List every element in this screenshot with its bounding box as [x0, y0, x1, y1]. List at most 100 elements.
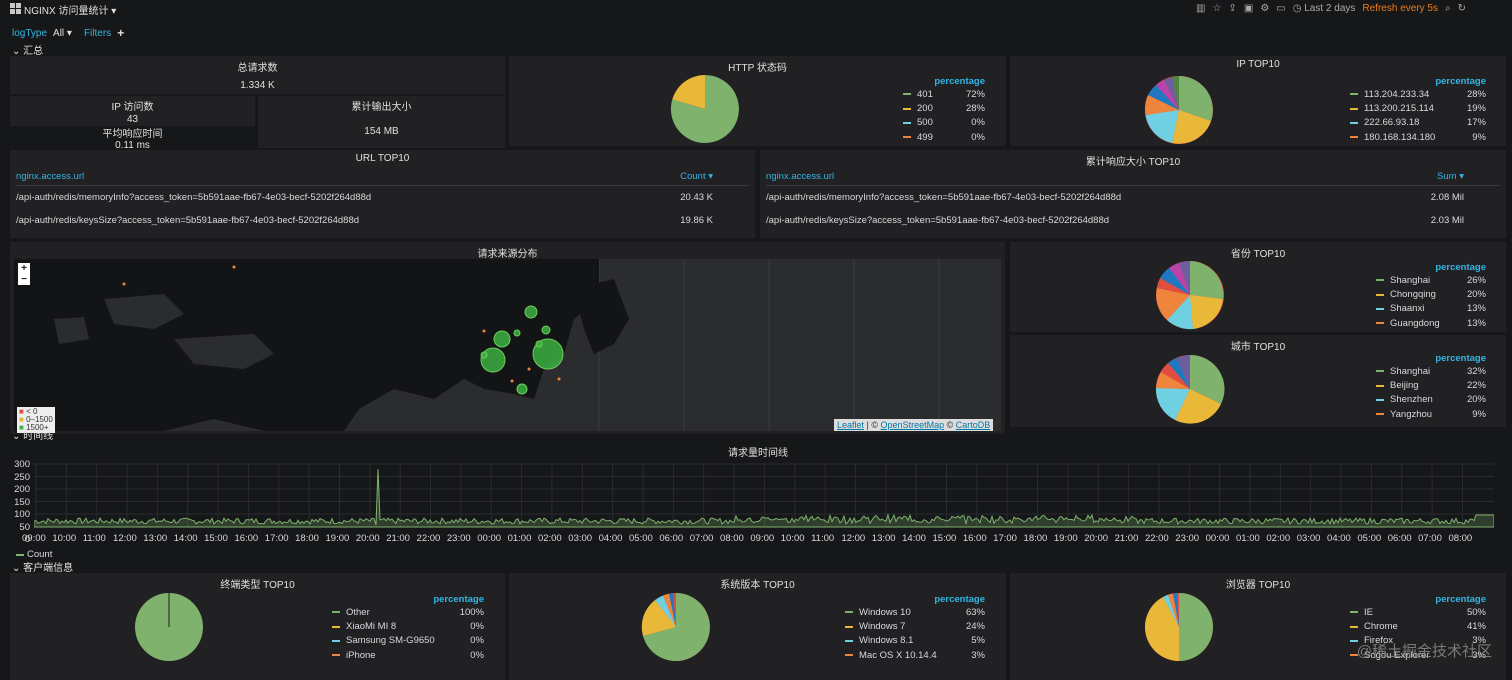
timeline-chart[interactable] [34, 463, 1494, 529]
legend-item[interactable]: Shaanxi 13% [1376, 302, 1486, 316]
x-tick: 12:00 [841, 533, 866, 544]
time-picker[interactable]: ◷ Last 2 days [1293, 3, 1356, 14]
zoom-out-button[interactable]: − [21, 274, 27, 285]
y-tick: 0 [24, 534, 30, 545]
panel-title: 累计输出大小 [351, 102, 412, 113]
legend-value: 28% [965, 103, 985, 115]
filters-label[interactable]: Filters [83, 27, 112, 39]
logtype-dropdown[interactable]: All ▾ [53, 27, 72, 39]
map-marker[interactable] [524, 305, 538, 319]
map-marker[interactable] [480, 351, 488, 359]
map-marker[interactable] [513, 329, 521, 337]
table-row[interactable]: /api-auth/redis/memoryInfo?access_token=… [16, 187, 749, 209]
legend-item[interactable]: 180.168.134.180 9% [1350, 130, 1486, 144]
cartodb-link[interactable]: CartoDB [955, 420, 991, 430]
legend-item[interactable]: Windows 7 24% [845, 619, 985, 633]
legend-label: Beijing [1390, 380, 1419, 392]
legend-item[interactable]: Samsung SM-G9650 0% [332, 634, 484, 648]
legend-value: 0% [470, 635, 484, 647]
refresh-interval[interactable]: Refresh every 5s [1362, 3, 1438, 14]
legend-item[interactable]: Shanghai 26% [1376, 273, 1486, 287]
refresh-icon[interactable]: ↻ [1457, 3, 1466, 14]
timeline-legend[interactable]: Count [16, 549, 52, 560]
legend-item[interactable]: Guangdong 13% [1376, 316, 1486, 330]
osm-link[interactable]: OpenStreetMap [880, 420, 945, 430]
legend-item[interactable]: IE 50% [1350, 605, 1486, 619]
x-tick: 09:00 [22, 533, 46, 544]
legend-swatch [845, 611, 853, 614]
column-url[interactable]: nginx.access.url [766, 171, 835, 182]
legend-label: 1500+ [26, 423, 49, 432]
legend-item[interactable]: 222.66.93.18 17% [1350, 116, 1486, 130]
legend-item[interactable]: 113.204.233.34 28% [1350, 87, 1486, 101]
column-sum[interactable]: Sum ▾ [1437, 171, 1464, 182]
row-timeline[interactable]: ⌄ 时间线 [12, 427, 53, 442]
cell-url: /api-auth/redis/keysSize?access_token=5b… [16, 215, 360, 226]
map-marker[interactable] [535, 340, 543, 348]
legend-swatch [1350, 639, 1358, 642]
cell-sum: 2.08 Mil [1430, 192, 1464, 203]
column-count[interactable]: Count ▾ [680, 171, 713, 182]
legend-item[interactable]: Other 100% [332, 605, 484, 619]
map-marker[interactable] [516, 383, 528, 395]
legend-swatch [332, 654, 340, 657]
legend-item[interactable]: Chongqing 20% [1376, 287, 1486, 301]
legend-swatch [903, 136, 911, 139]
zoom-out-icon[interactable]: ⌕ [1445, 3, 1451, 14]
panel-title: 请求来源分布 [477, 249, 538, 260]
legend-value: 13% [1466, 317, 1486, 329]
legend-item[interactable]: Firefox 3% [1350, 634, 1486, 648]
legend-item[interactable]: Windows 10 63% [845, 605, 985, 619]
legend-item[interactable]: 401 72% [903, 87, 985, 101]
x-tick: 17:00 [993, 533, 1017, 544]
map-zoom-control: + − [18, 263, 30, 285]
star-icon[interactable]: ☆ [1212, 3, 1222, 14]
table-row[interactable]: /api-auth/redis/memoryInfo?access_token=… [766, 187, 1500, 209]
dashboard-title[interactable]: NGINX 访问量统计 ▾ [24, 6, 117, 17]
column-url[interactable]: nginx.access.url [16, 171, 85, 182]
panel-title: 省份 TOP10 [1230, 249, 1286, 260]
gear-icon[interactable]: ⚙ [1260, 3, 1270, 14]
legend-item[interactable]: Shenzhen 20% [1376, 393, 1486, 407]
legend-label: Count [27, 549, 53, 560]
dashboard-grid-icon[interactable] [10, 3, 21, 14]
x-tick: 07:00 [689, 533, 714, 544]
legend-item[interactable]: Mac OS X 10.14.4 3% [845, 648, 985, 662]
x-tick: 06:00 [659, 533, 684, 544]
world-map[interactable] [14, 259, 1001, 431]
x-tick: 10:00 [780, 533, 805, 544]
row-summary[interactable]: ⌄ 汇总 [12, 42, 43, 57]
tv-mode-icon[interactable]: ▭ [1276, 3, 1286, 14]
y-tick: 50 [19, 521, 30, 533]
legend-item[interactable]: Chrome 41% [1350, 619, 1486, 633]
add-filter-button[interactable]: + [117, 26, 125, 40]
add-panel-icon[interactable]: ▥ [1196, 3, 1206, 14]
x-tick: 10:00 [52, 533, 77, 544]
legend-item[interactable]: Beijing 22% [1376, 378, 1486, 392]
legend-item[interactable]: 500 0% [903, 116, 985, 130]
legend-value: 22% [1466, 380, 1486, 392]
map-marker[interactable] [493, 330, 511, 348]
table-row[interactable]: /api-auth/redis/keysSize?access_token=5b… [16, 210, 749, 232]
x-tick: 02:00 [1266, 533, 1291, 544]
save-icon[interactable]: ▣ [1243, 3, 1254, 14]
legend-item[interactable]: Windows 8.1 5% [845, 634, 985, 648]
row-client-info[interactable]: ⌄ 客户端信息 [12, 559, 73, 574]
leaflet-link[interactable]: Leaflet [837, 420, 865, 430]
x-tick: 13:00 [143, 533, 168, 544]
legend-item[interactable]: Yangzhou 9% [1376, 407, 1486, 421]
panel-title: IP 访问数 [111, 102, 154, 113]
legend-item[interactable]: 200 28% [903, 101, 985, 115]
map-marker[interactable] [541, 325, 551, 335]
x-tick: 21:00 [1114, 533, 1139, 544]
legend-item[interactable]: iPhone 0% [332, 648, 484, 662]
legend-item[interactable]: 113.200.215.114 19% [1350, 101, 1486, 115]
table-row[interactable]: /api-auth/redis/keysSize?access_token=5b… [766, 210, 1500, 232]
zoom-in-button[interactable]: + [21, 263, 27, 274]
legend-item[interactable]: 499 0% [903, 130, 985, 144]
total-requests-panel: 总请求数 1.334 K [10, 56, 505, 94]
legend-item[interactable]: Sogou Explorer 3% [1350, 648, 1486, 662]
legend-item[interactable]: XiaoMi MI 8 0% [332, 619, 484, 633]
legend-item[interactable]: Shanghai 32% [1376, 364, 1486, 378]
share-icon[interactable]: ⇪ [1228, 3, 1237, 14]
